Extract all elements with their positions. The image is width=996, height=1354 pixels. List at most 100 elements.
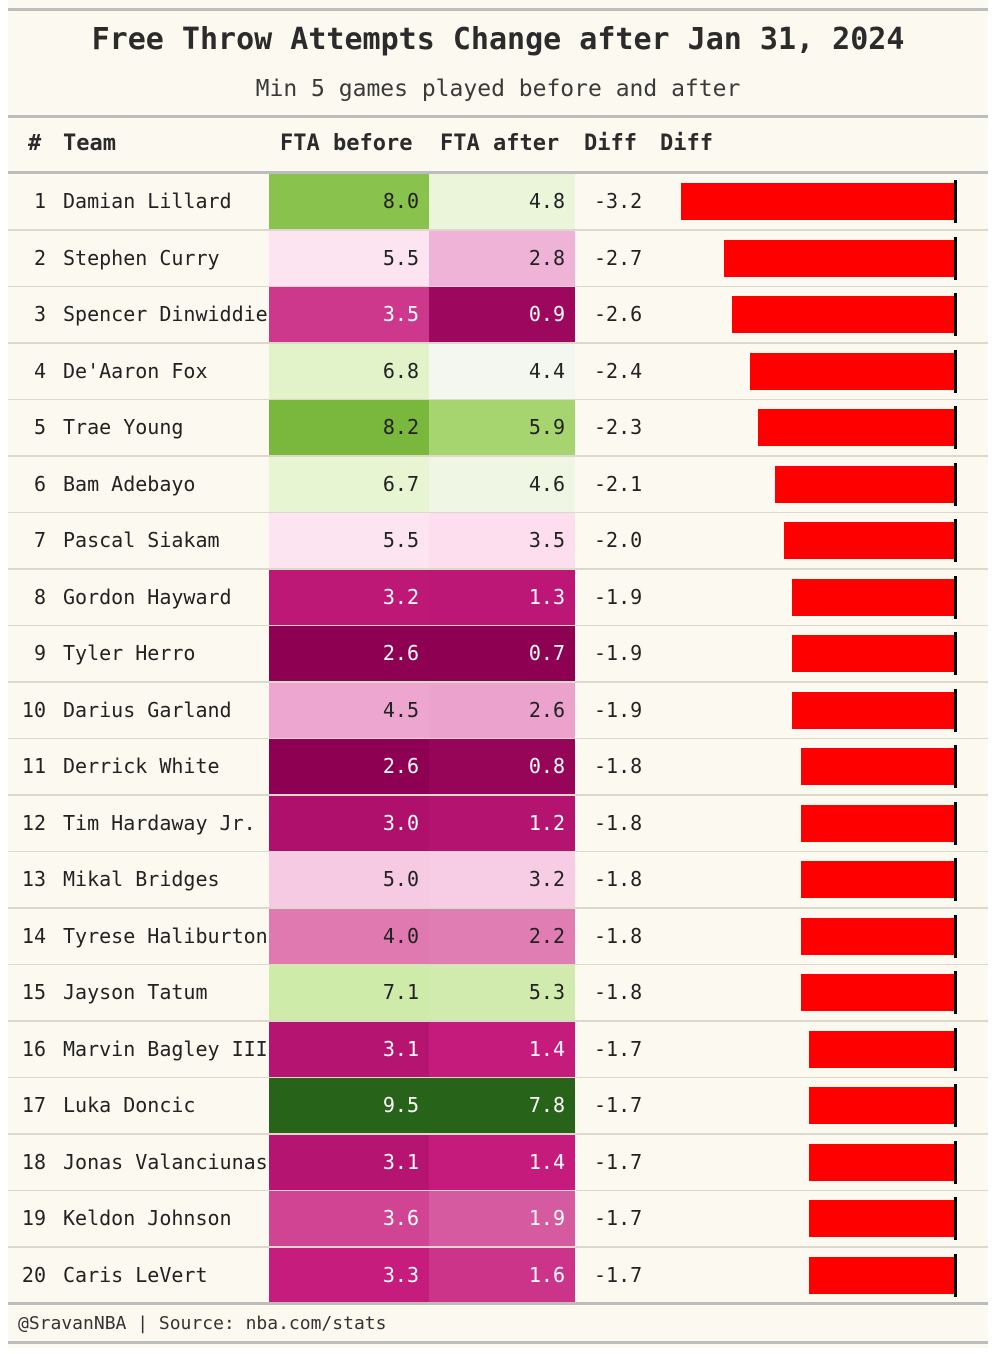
row-fta-after: 1.4 <box>429 1134 575 1190</box>
row-fta-after: 1.3 <box>429 569 575 625</box>
row-team-name: Mikal Bridges <box>63 867 220 891</box>
row-fta-after: 2.6 <box>429 682 575 738</box>
zero-line <box>954 1140 957 1184</box>
row-divider <box>8 342 988 344</box>
zero-line <box>954 1197 957 1240</box>
row-team-name: Keldon Johnson <box>63 1206 232 1230</box>
diff-bar <box>800 804 955 842</box>
header-fta-before: FTA before <box>280 131 413 156</box>
diff-bar <box>732 296 955 333</box>
footer-top-rule <box>8 1302 988 1305</box>
row-team-name: Luka Doncic <box>63 1093 196 1117</box>
row-fta-after: 2.8 <box>429 230 575 286</box>
zero-line <box>954 688 957 732</box>
diff-bar <box>775 465 955 503</box>
row-rank: 8 <box>33 584 46 609</box>
row-diff-value: -3.2 <box>594 189 643 213</box>
row-diff-value: -2.7 <box>594 245 643 270</box>
row-diff-value: -2.3 <box>594 415 643 439</box>
row-divider <box>8 1133 988 1135</box>
table-row: 16 Marvin Bagley III 3.1 1.4 -1.7 <box>8 1021 988 1078</box>
row-divider <box>8 285 988 287</box>
table-row: 10 Darius Garland 4.5 2.6 -1.9 <box>8 682 988 739</box>
row-rank: 1 <box>33 189 46 213</box>
row-diff-value: -2.1 <box>594 471 643 496</box>
header-diff: Diff <box>584 131 637 156</box>
row-diff-value: -1.7 <box>594 1036 643 1061</box>
row-divider <box>8 1020 988 1022</box>
diff-bar <box>809 1087 955 1124</box>
table-row: 12 Tim Hardaway Jr. 3.0 1.2 -1.8 <box>8 795 988 852</box>
row-fta-after: 5.3 <box>429 965 575 1020</box>
row-fta-after: 1.2 <box>429 795 575 851</box>
zero-line <box>954 1084 957 1127</box>
row-divider <box>8 568 988 570</box>
row-fta-after: 1.6 <box>429 1247 575 1303</box>
table-row: 18 Jonas Valanciunas 3.1 1.4 -1.7 <box>8 1134 988 1191</box>
row-fta-after: 3.5 <box>429 513 575 568</box>
row-fta-before: 3.6 <box>269 1191 429 1246</box>
row-rank: 16 <box>21 1036 46 1061</box>
row-team-name: Tim Hardaway Jr. <box>63 810 256 835</box>
row-rank: 15 <box>21 980 46 1004</box>
row-diff-value: -2.4 <box>594 358 643 383</box>
table-row: 3 Spencer Dinwiddie 3.5 0.9 -2.6 <box>8 287 988 344</box>
row-divider <box>8 229 988 231</box>
row-team-name: De'Aaron Fox <box>63 358 208 383</box>
row-rank: 10 <box>21 697 46 722</box>
row-fta-before: 6.7 <box>269 456 429 512</box>
row-fta-after: 7.8 <box>429 1078 575 1133</box>
row-divider <box>8 455 988 457</box>
row-diff-value: -1.9 <box>594 584 643 609</box>
row-fta-before: 5.5 <box>269 230 429 286</box>
row-diff-value: -1.9 <box>594 641 643 665</box>
zero-line <box>954 745 957 788</box>
row-team-name: Jayson Tatum <box>63 980 208 1004</box>
table-row: 17 Luka Doncic 9.5 7.8 -1.7 <box>8 1078 988 1135</box>
row-fta-before: 5.0 <box>269 852 429 907</box>
row-fta-after: 4.4 <box>429 343 575 399</box>
row-divider <box>8 1076 988 1078</box>
row-fta-after: 5.9 <box>429 400 575 455</box>
row-rank: 11 <box>21 754 46 778</box>
zero-line <box>954 1027 957 1071</box>
row-diff-value: -1.9 <box>594 697 643 722</box>
row-diff-value: -1.8 <box>594 810 643 835</box>
row-diff-value: -1.7 <box>594 1262 643 1287</box>
zero-line <box>954 293 957 336</box>
table-row: 13 Mikal Bridges 5.0 3.2 -1.8 <box>8 852 988 909</box>
row-fta-after: 2.2 <box>429 908 575 964</box>
row-divider <box>8 737 988 739</box>
row-fta-before: 2.6 <box>269 626 429 681</box>
zero-line <box>954 349 957 393</box>
row-fta-after: 3.2 <box>429 852 575 907</box>
row-fta-before: 8.0 <box>269 174 429 229</box>
header-diff-bar: Diff <box>660 131 713 156</box>
row-fta-after: 1.9 <box>429 1191 575 1246</box>
table-row: 19 Keldon Johnson 3.6 1.9 -1.7 <box>8 1191 988 1248</box>
zero-line <box>954 858 957 901</box>
row-diff-value: -2.6 <box>594 302 643 326</box>
row-fta-before: 3.1 <box>269 1134 429 1190</box>
row-divider <box>8 511 988 513</box>
row-team-name: Tyler Herro <box>63 641 196 665</box>
row-fta-before: 4.5 <box>269 682 429 738</box>
diff-bar <box>800 974 955 1011</box>
row-rank: 14 <box>21 923 46 948</box>
zero-line <box>954 914 957 958</box>
table-row: 7 Pascal Siakam 5.5 3.5 -2.0 <box>8 513 988 570</box>
row-team-name: Derrick White <box>63 754 220 778</box>
diff-bar <box>809 1200 955 1237</box>
table-row: 9 Tyler Herro 2.6 0.7 -1.9 <box>8 626 988 683</box>
zero-line <box>954 236 957 280</box>
diff-bar <box>809 1143 955 1181</box>
zero-line <box>954 180 957 223</box>
zero-line <box>954 632 957 675</box>
row-fta-before: 9.5 <box>269 1078 429 1133</box>
diff-bar <box>809 1030 955 1068</box>
row-fta-before: 6.8 <box>269 343 429 399</box>
row-diff-value: -1.8 <box>594 923 643 948</box>
row-diff-value: -2.0 <box>594 528 643 552</box>
top-rule <box>8 8 988 11</box>
row-rank: 9 <box>33 641 46 665</box>
